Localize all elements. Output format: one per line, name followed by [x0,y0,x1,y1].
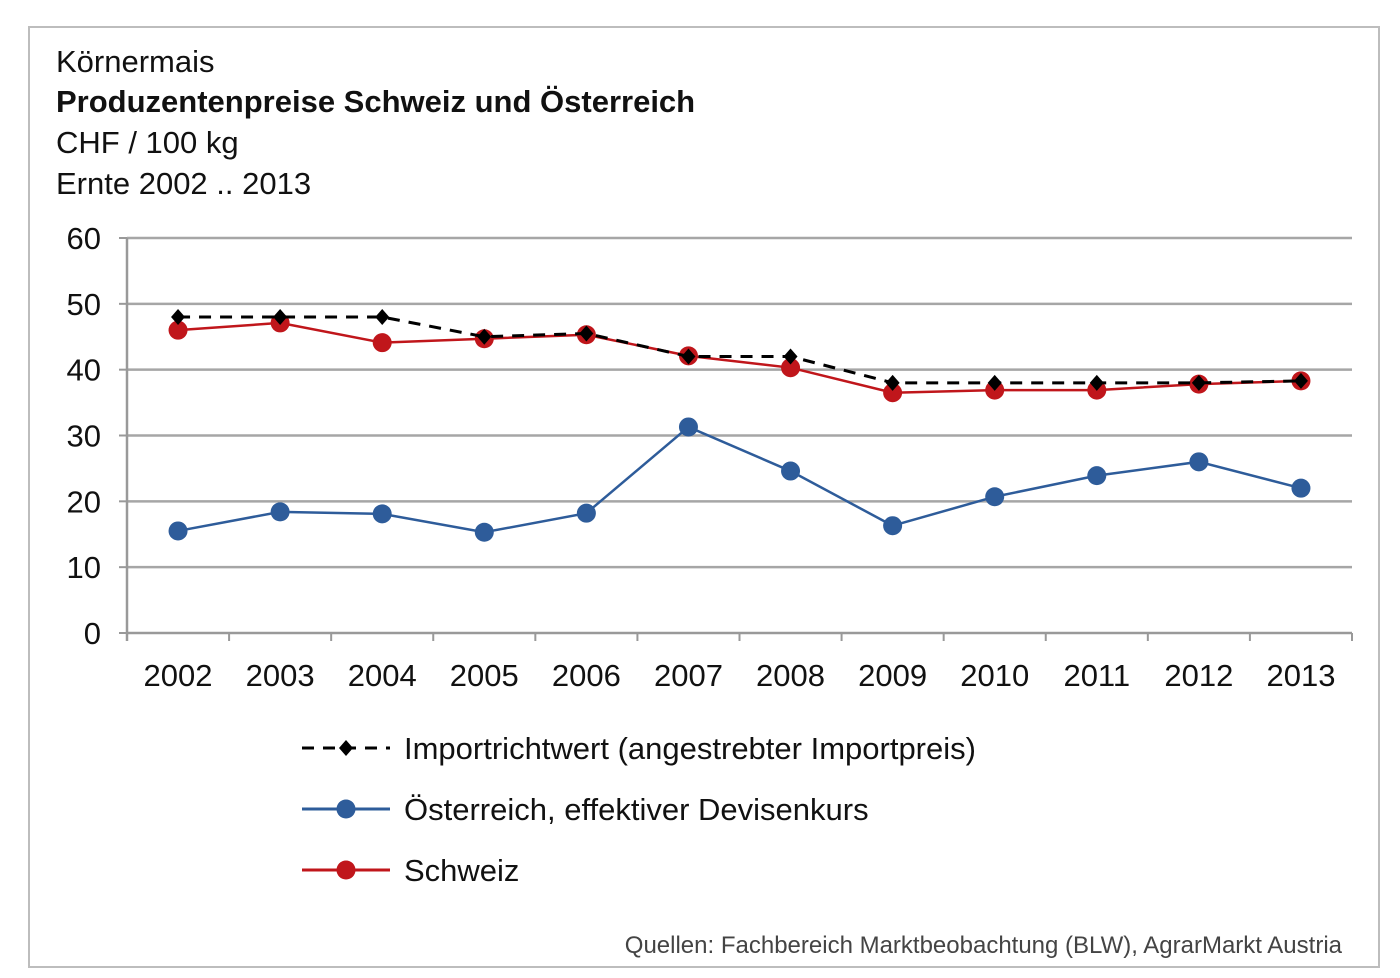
data-point-0 [987,374,1002,391]
chart-unit: CHF / 100 kg [56,125,239,160]
data-point-0 [477,328,492,345]
data-point-1 [474,522,494,542]
x-tick-label: 2010 [960,658,1029,693]
y-tick-label: 60 [67,221,101,256]
chart-title: Produzentenpreise Schweiz und Österreich [56,84,696,119]
y-tick-label: 50 [67,287,101,322]
source-note: Quellen: Fachbereich Marktbeobachtung (B… [624,932,1342,959]
data-point-1 [168,521,188,541]
data-point-0 [885,374,900,391]
x-tick-label: 2002 [144,658,213,693]
series-line-2 [177,321,1301,394]
y-tick-label: 30 [67,419,101,454]
chart-frame [28,26,1380,968]
legend-marker [336,799,356,819]
data-point-1 [781,461,801,481]
x-tick-label: 2005 [450,658,519,693]
chart-subtitle: Ernte 2002 .. 2013 [56,166,312,201]
data-point-1 [1087,466,1107,486]
x-tick-label: 2013 [1266,658,1335,693]
series-line-0 [178,315,1301,385]
data-point-0 [273,309,288,325]
data-point-1 [985,487,1005,507]
legend-label: Österreich, effektiver Devisenkurs [404,792,869,827]
y-tick-label: 0 [84,616,101,651]
data-point-1 [883,516,903,536]
legend-marker [336,860,356,880]
chart-title-line-1: Körnermais [56,44,215,79]
legend-label: Importrichtwert (angestrebter Importprei… [404,731,976,766]
x-tick-label: 2008 [756,658,825,693]
x-tick-label: 2004 [348,658,417,693]
x-tick-label: 2011 [1063,658,1130,693]
legend-marker [339,740,353,756]
data-point-1 [270,502,290,522]
data-point-0 [681,348,696,365]
y-tick-label: 40 [67,353,101,388]
x-tick-label: 2009 [858,658,927,693]
data-point-0 [1089,374,1104,391]
data-point-2 [168,320,188,340]
data-point-1 [1189,452,1209,472]
y-tick-label: 10 [67,550,101,585]
y-tick-label: 20 [67,484,101,519]
legend-label: Schweiz [404,853,519,888]
data-point-2 [781,358,801,378]
x-tick-label: 2003 [246,658,315,693]
series-line-1 [177,425,1302,534]
data-point-1 [372,504,392,524]
x-tick-label: 2006 [552,658,621,693]
data-point-0 [579,325,594,342]
data-point-2 [372,333,392,353]
data-point-1 [1291,478,1311,498]
data-point-1 [576,503,596,523]
data-point-2 [883,383,903,403]
data-point-0 [1293,372,1308,389]
data-point-1 [678,417,698,437]
data-point-0 [1191,374,1206,391]
data-point-0 [171,309,186,325]
data-point-0 [375,309,390,325]
data-point-0 [783,348,798,365]
x-tick-label: 2007 [654,658,723,693]
x-tick-label: 2012 [1164,658,1233,693]
